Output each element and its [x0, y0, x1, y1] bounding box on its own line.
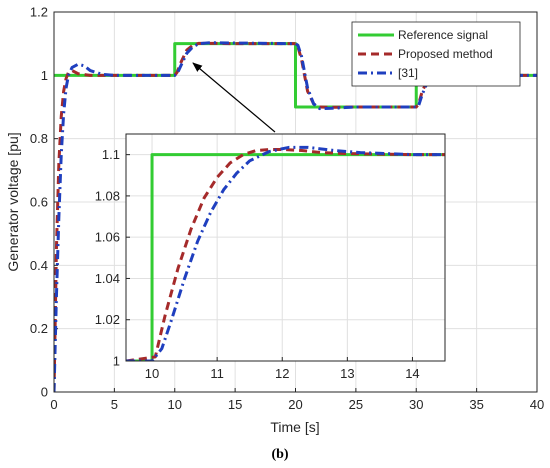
inset-y-tick-label: 1.02 — [95, 312, 120, 327]
zoom-arrow — [192, 62, 276, 133]
legend: Reference signal Proposed method [31] — [351, 21, 521, 87]
main-y-tick-labels: 0 0.2 0.4 0.6 0.8 1 1.2 — [30, 5, 48, 400]
main-y-tick-label: 1 — [41, 68, 48, 83]
inset-x-tick-label: 12 — [275, 366, 289, 381]
legend-label-proposed-method: Proposed method — [398, 47, 493, 61]
panel-label: (b) — [271, 447, 288, 462]
inset-series-31 — [126, 145, 445, 361]
main-y-tick-label: 0.8 — [30, 131, 48, 146]
y-axis-label: Generator voltage [pu] — [5, 132, 21, 271]
inset-y-tick-label: 1.06 — [95, 230, 120, 245]
inset-x-tick-label: 13 — [340, 366, 354, 381]
legend-label-31: [31] — [398, 66, 418, 80]
main-y-tick-label: 1.2 — [30, 5, 48, 20]
main-y-tick-label: 0.4 — [30, 258, 48, 273]
inset-x-tick-label: 14 — [405, 366, 419, 381]
inset-y-tick-label: 1 — [113, 354, 120, 369]
x-axis-label: Time [s] — [270, 419, 319, 435]
main-x-tick-label: 40 — [530, 397, 544, 412]
main-x-tick-label: 15 — [228, 397, 242, 412]
legend-box — [351, 21, 521, 87]
inset-y-tick-label: 1.1 — [102, 147, 120, 162]
inset-axes-frame — [125, 133, 446, 362]
inset-x-tick-label: 10 — [145, 366, 159, 381]
inset-x-tick-labels: 10 11 12 13 14 — [145, 366, 420, 381]
inset-series-reference-signal — [126, 153, 445, 361]
main-x-tick-label: 10 — [168, 397, 182, 412]
main-y-tick-label: 0 — [41, 385, 48, 400]
inset-x-tick-label: 11 — [210, 366, 224, 381]
main-x-tick-label: 30 — [409, 397, 423, 412]
inset-y-tick-label: 1.04 — [95, 271, 120, 286]
main-x-tick-label: 25 — [349, 397, 363, 412]
main-x-tick-labels: 0 5 10 15 20 25 30 35 40 — [50, 397, 544, 412]
main-x-tick-label: 35 — [469, 397, 483, 412]
main-x-tick-label: 5 — [111, 397, 118, 412]
inset-series-proposed-method — [126, 147, 445, 361]
main-x-tick-label: 0 — [50, 397, 57, 412]
inset-series — [126, 145, 445, 361]
main-y-tick-label: 0.2 — [30, 321, 48, 336]
main-axes-frame — [53, 11, 538, 393]
legend-label-reference-signal: Reference signal — [398, 28, 488, 42]
inset-y-tick-label: 1.08 — [95, 188, 120, 203]
inset-background — [126, 134, 445, 361]
main-x-tick-label: 20 — [288, 397, 302, 412]
inset-y-tick-labels: 1 1.02 1.04 1.06 1.08 1.1 — [95, 147, 120, 368]
main-series-31 — [54, 41, 537, 392]
main-y-tick-label: 0.6 — [30, 195, 48, 210]
